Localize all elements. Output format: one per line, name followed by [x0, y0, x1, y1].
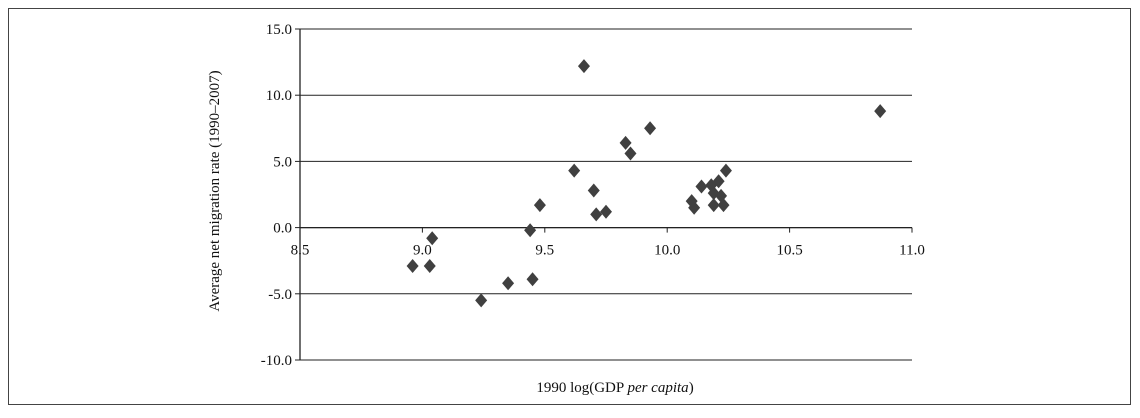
x-tick-label: 11.0 — [899, 243, 925, 259]
point — [502, 276, 515, 291]
point — [577, 59, 590, 74]
y-tick-label: 15.0 — [266, 22, 292, 38]
point — [707, 198, 720, 213]
x-axis-label-part: per capita — [626, 380, 688, 396]
x-tick-label: 9.5 — [535, 243, 554, 259]
point — [619, 135, 632, 150]
point — [688, 200, 701, 215]
point — [526, 272, 539, 287]
point — [406, 258, 419, 273]
y-tick-label: -5.0 — [268, 287, 292, 303]
point — [423, 258, 436, 273]
point — [712, 174, 725, 189]
point — [426, 231, 439, 246]
y-axis-label: Average net migration rate (1990–2007) — [207, 70, 223, 311]
x-tick-label: 9.0 — [413, 243, 432, 259]
point — [695, 179, 708, 194]
point — [600, 204, 612, 219]
point — [719, 163, 732, 178]
x-axis-label-part: ) — [689, 380, 694, 396]
x-tick-label: 10.0 — [654, 243, 680, 259]
point — [874, 104, 887, 119]
x-axis-label: 1990 log(GDP per capita) — [536, 380, 693, 396]
chart-frame — [8, 8, 1131, 405]
point — [568, 163, 581, 178]
point — [644, 121, 657, 136]
point — [587, 183, 600, 198]
y-tick-label: -10.0 — [261, 353, 292, 369]
point — [475, 293, 488, 308]
point — [533, 198, 546, 213]
point — [590, 207, 603, 222]
y-tick-label: 0.0 — [273, 221, 292, 237]
point — [717, 198, 730, 213]
point — [624, 146, 637, 161]
x-tick-label: 10.5 — [776, 243, 802, 259]
y-tick-label: 5.0 — [273, 154, 292, 170]
point — [524, 223, 537, 238]
y-tick-label: 10.0 — [266, 88, 292, 104]
x-axis-label-part: 1990 log(GDP — [536, 380, 627, 396]
